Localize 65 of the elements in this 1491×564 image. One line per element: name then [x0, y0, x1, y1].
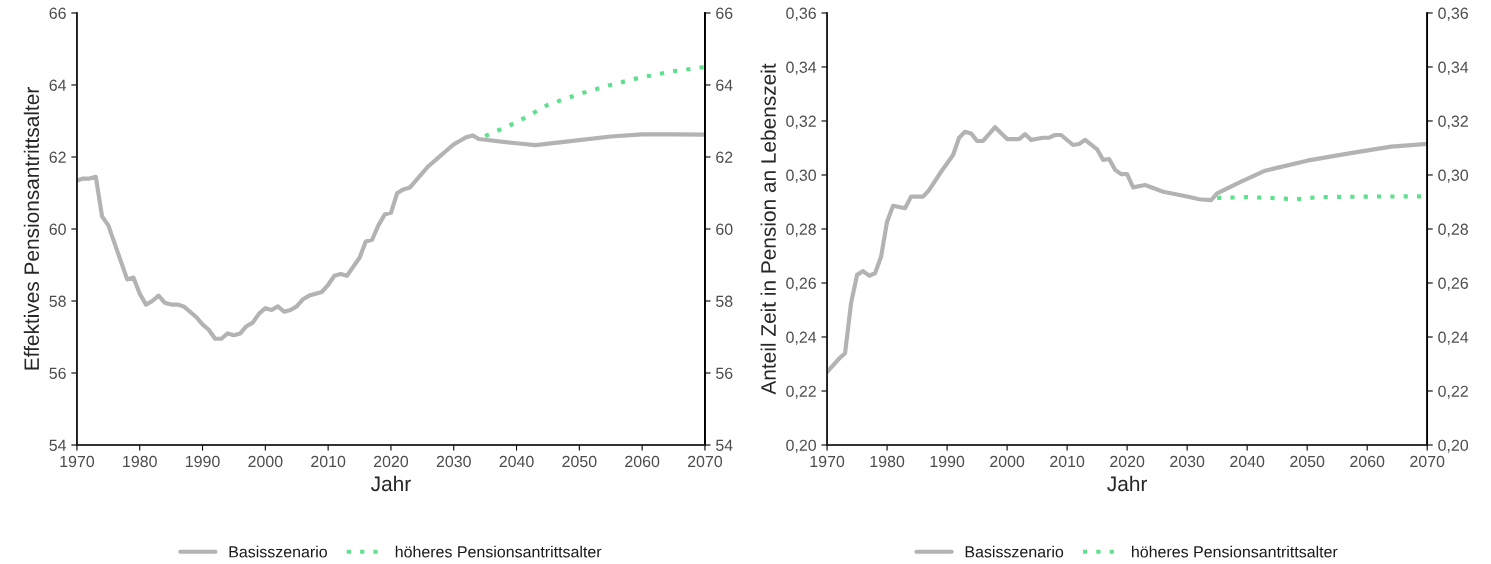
x-tick-label: 1980	[870, 455, 905, 468]
x-tick-label: 2070	[687, 455, 723, 468]
legend-label: Basisszenario	[965, 545, 1064, 558]
x-tick-label: 2020	[1110, 455, 1145, 468]
legend-label: Basisszenario	[229, 545, 327, 558]
x-tick-label: 2060	[625, 455, 660, 468]
x-tick-label: 2040	[499, 455, 534, 468]
y-tick-label: 56	[49, 367, 66, 379]
y2-tick-label: 0,26	[1438, 277, 1468, 291]
y2-tick-label: 0,30	[1438, 169, 1469, 183]
x-tick-label: 2030	[436, 455, 471, 468]
x-tick-label: 1980	[123, 455, 157, 468]
y2-tick-label: 0,36	[1438, 7, 1468, 21]
y-tick-label: 0,28	[786, 223, 816, 237]
x-tick-label: 2050	[1290, 455, 1325, 468]
x-tick-label: 2030	[1170, 455, 1205, 468]
y2-tick-label: 0,20	[1438, 439, 1469, 453]
y-tick-label: 0,24	[786, 331, 817, 345]
y2-tick-label: 0,34	[1438, 61, 1469, 75]
y-axis-title: Effektives Pensionsantrittsalter	[23, 87, 40, 370]
x-tick-label: 1990	[930, 455, 965, 468]
x-tick-label: 2000	[248, 455, 283, 468]
x-tick-label: 2010	[1050, 455, 1085, 468]
legend-label: höheres Pensionsantrittsalter	[395, 545, 602, 558]
y2-tick-label: 0,22	[1438, 385, 1468, 399]
line-series	[483, 64, 705, 139]
y-tick-label: 64	[49, 79, 67, 91]
y-tick-label: 54	[49, 439, 67, 451]
x-axis-title: Jahr	[1107, 475, 1148, 492]
y-tick-label: 0,34	[786, 61, 817, 75]
x-tick-label: 1990	[185, 455, 220, 468]
x-tick-label: 2050	[562, 455, 597, 468]
y2-tick-label: 58	[716, 295, 733, 307]
legend-label: höheres Pensionsantrittsalter	[1132, 545, 1338, 558]
y2-tick-label: 0,32	[1438, 115, 1468, 129]
y2-tick-label: 64	[716, 79, 733, 91]
y2-tick-label: 66	[716, 7, 733, 19]
x-tick-label: 2000	[990, 455, 1025, 468]
y-tick-label: 0,32	[786, 115, 816, 129]
y2-tick-label: 62	[716, 151, 733, 163]
x-tick-label: 2010	[311, 455, 346, 468]
y2-tick-label: 54	[716, 439, 733, 451]
y2-tick-label: 60	[716, 223, 733, 235]
y2-tick-label: 0,24	[1438, 331, 1469, 345]
x-tick-label: 2040	[1230, 455, 1265, 468]
y-tick-label: 0,26	[786, 277, 816, 291]
x-tick-label: 1970	[60, 455, 95, 468]
y2-tick-label: 0,28	[1438, 223, 1468, 237]
line-series	[827, 125, 1428, 375]
y-tick-label: 62	[49, 151, 66, 163]
x-tick-label: 2070	[1410, 455, 1445, 468]
x-tick-label: 1970	[810, 455, 845, 468]
y-tick-label: 66	[49, 7, 66, 19]
y-axis-title: Anteil Zeit in Pension an Lebenszeit	[760, 63, 776, 395]
line-series	[76, 132, 705, 341]
y-tick-label: 0,30	[786, 169, 817, 183]
y-tick-label: 60	[49, 223, 66, 235]
y-tick-label: 0,22	[786, 385, 816, 399]
x-axis-title: Jahr	[371, 475, 411, 492]
x-tick-label: 2020	[373, 455, 409, 468]
y-tick-label: 0,36	[786, 7, 816, 21]
y-tick-label: 0,20	[786, 439, 817, 453]
y-tick-label: 58	[49, 295, 66, 307]
y2-tick-label: 56	[716, 367, 733, 379]
x-tick-label: 2060	[1350, 455, 1385, 468]
